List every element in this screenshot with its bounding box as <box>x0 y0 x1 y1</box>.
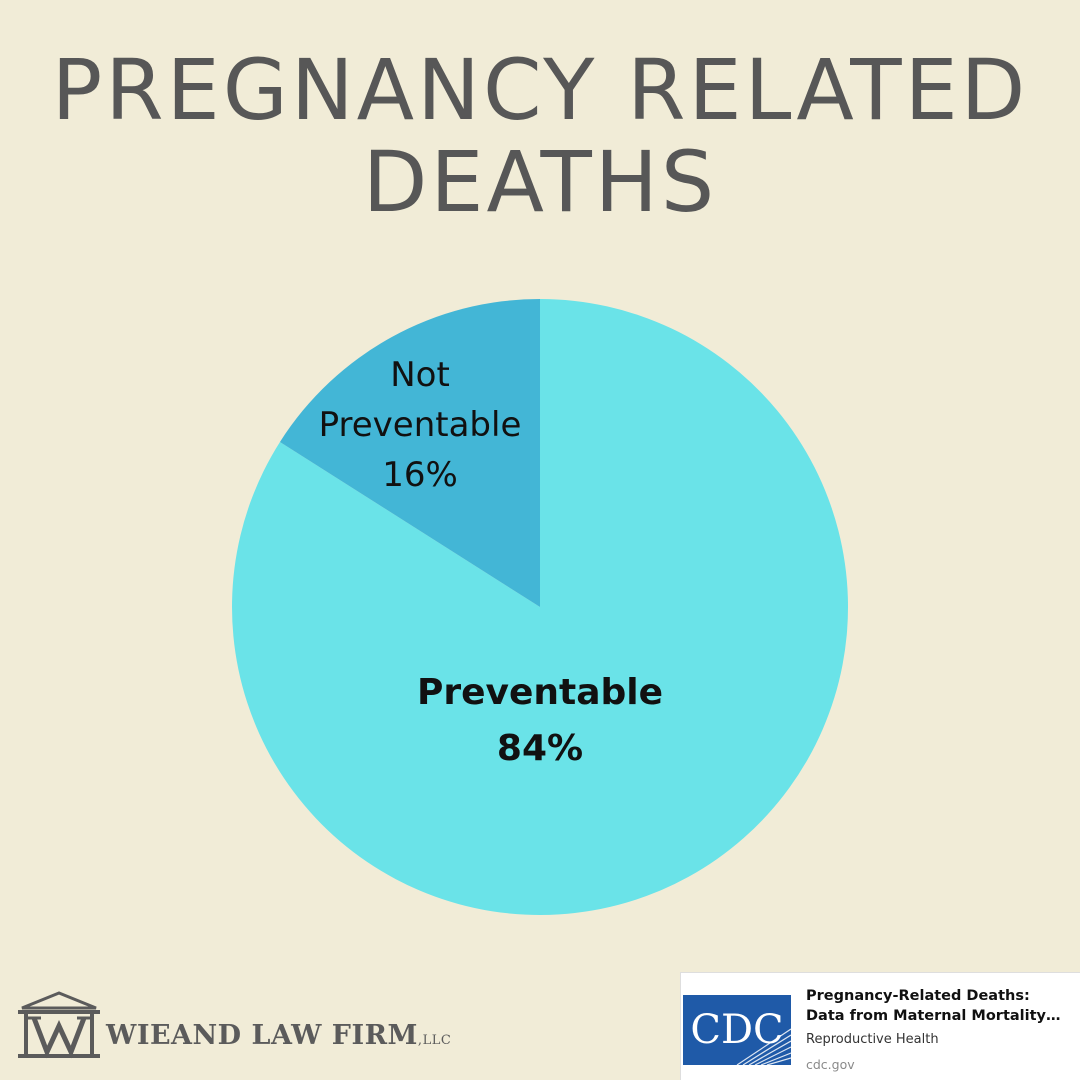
chart-title-line-2: DEATHS <box>362 133 718 231</box>
source-card-title-line-1: Pregnancy-Related Deaths: <box>806 988 1030 1004</box>
slice-label-preventable-name: Preventable <box>417 672 663 713</box>
cdc-logo-text: CDC <box>690 1007 783 1053</box>
pie-slice-not-preventable <box>279 299 540 607</box>
firm-suffix-text: LLC <box>422 1033 452 1048</box>
cdc-logo-icon: CDC <box>683 995 791 1065</box>
firm-branding: WIEAND LAW FIRM,LLC <box>14 990 451 1062</box>
slice-label-not-preventable-value: 16% <box>382 455 458 495</box>
chart-title: PREGNANCY RELATED DEATHS <box>0 44 1080 228</box>
slice-label-not-preventable-line-2: Preventable <box>319 405 522 445</box>
source-card-domain: cdc.gov <box>806 1057 855 1072</box>
source-card-title[interactable]: Pregnancy-Related Deaths: Data from Mate… <box>806 986 1068 1026</box>
slice-label-not-preventable-line-1: Not <box>390 355 450 395</box>
source-card-subtitle: Reproductive Health <box>806 1032 939 1047</box>
pie-labels: Not Preventable 16% Preventable 84% <box>319 355 663 769</box>
source-link-card[interactable]: CDC Pregnancy-Related Deaths: Data from … <box>680 972 1080 1080</box>
courthouse-w-icon <box>18 991 100 1059</box>
firm-suffix: ,LLC <box>417 1033 452 1048</box>
pie-slices <box>232 299 849 915</box>
firm-name-text: WIEAND LAW FIRM <box>106 1020 418 1051</box>
chart-title-line-1: PREGNANCY RELATED <box>51 41 1029 139</box>
firm-name: WIEAND LAW FIRM,LLC <box>106 1020 451 1051</box>
slice-label-preventable-value: 84% <box>497 728 583 769</box>
pie-slice-preventable <box>232 299 849 915</box>
source-card-title-line-2: Data from Maternal Mortality… <box>806 1008 1061 1024</box>
